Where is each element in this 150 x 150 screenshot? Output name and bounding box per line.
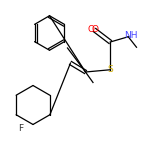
Text: O: O — [91, 26, 98, 34]
Text: NH: NH — [124, 32, 137, 40]
Text: O: O — [88, 26, 95, 34]
Text: F: F — [18, 124, 23, 133]
Text: S: S — [107, 65, 113, 74]
